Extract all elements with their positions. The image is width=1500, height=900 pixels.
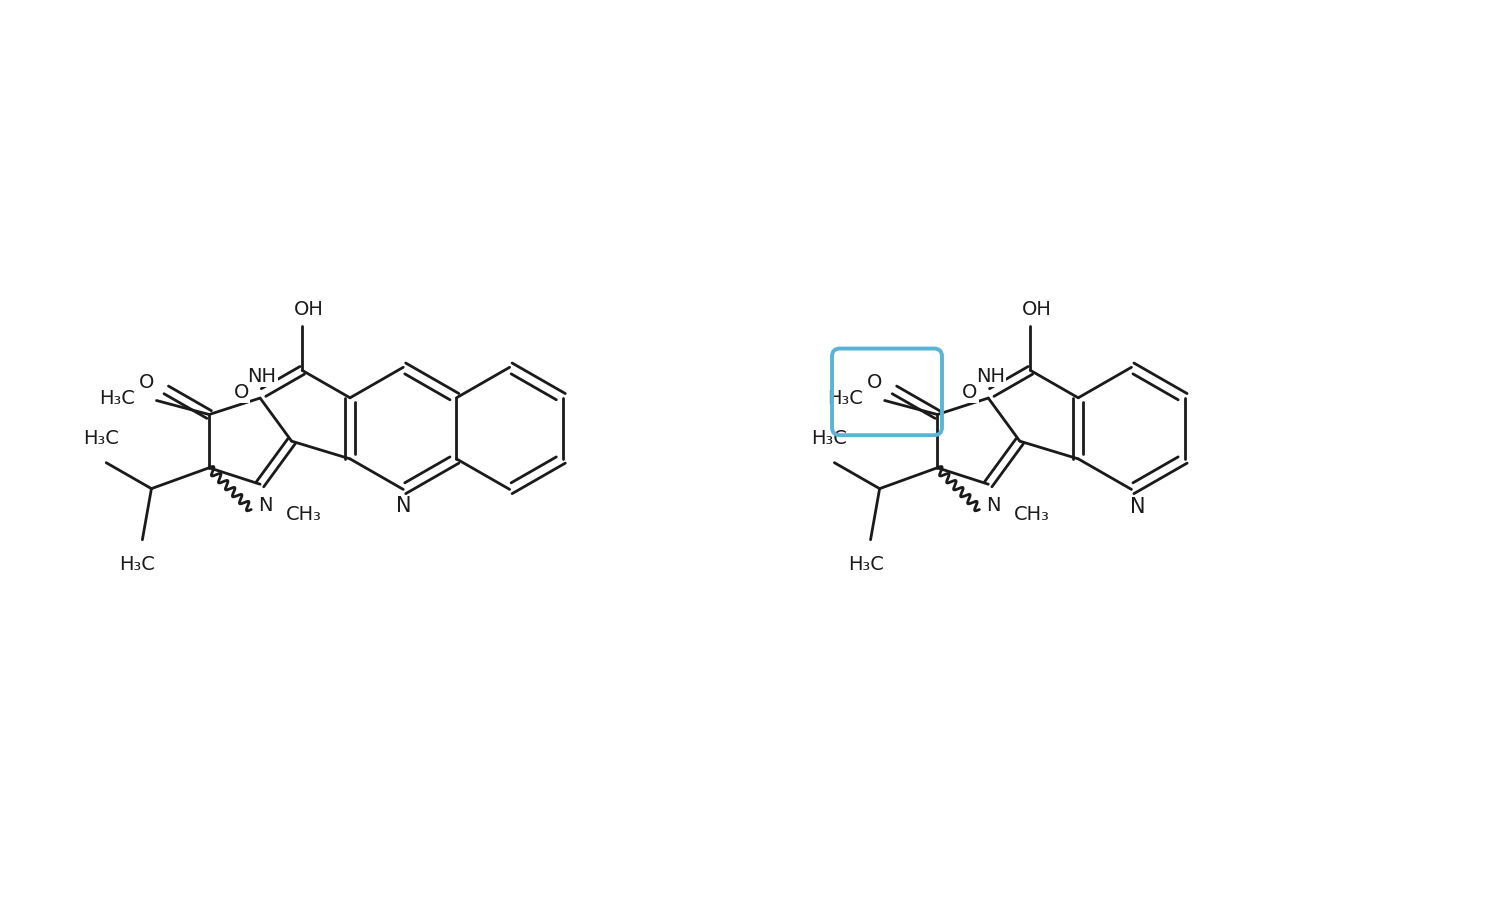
Text: N: N [1130, 497, 1144, 518]
Text: O: O [234, 383, 249, 402]
Text: NH: NH [976, 367, 1005, 386]
Text: OH: OH [1023, 300, 1052, 319]
Text: CH₃: CH₃ [1014, 505, 1050, 524]
Text: H₃C: H₃C [99, 389, 135, 408]
Text: O: O [138, 373, 154, 392]
Text: NH: NH [248, 367, 276, 386]
Text: H₃C: H₃C [847, 555, 883, 574]
Text: H₃C: H₃C [84, 428, 118, 447]
Text: H₃C: H₃C [120, 555, 156, 574]
Text: O: O [963, 383, 978, 402]
Text: N: N [986, 497, 1000, 516]
Text: H₃C: H₃C [812, 428, 847, 447]
Text: H₃C: H₃C [827, 389, 862, 408]
Text: N: N [396, 496, 412, 516]
Text: O: O [867, 373, 882, 392]
Text: CH₃: CH₃ [286, 505, 321, 524]
Text: N: N [258, 497, 273, 516]
Text: OH: OH [294, 300, 324, 319]
